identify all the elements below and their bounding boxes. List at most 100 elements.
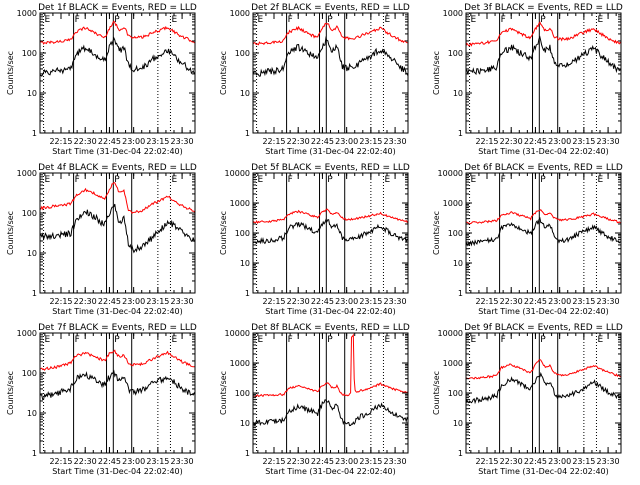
x-tick-label: 23:30 [171, 457, 194, 466]
x-tick-label: 22:45 [311, 137, 334, 146]
x-tick-label: 22:30 [500, 297, 523, 306]
detector-panel-7: Det 7f BLACK = Events, RED = LLD Counts/s… [6, 323, 197, 476]
x-tick-label: 22:45 [524, 137, 547, 146]
x-tick-label: 23:00 [335, 137, 358, 146]
x-axis-label: Start Time (31-Dec-04 22:02:40) [478, 467, 609, 476]
x-tick-label: 23:00 [548, 457, 571, 466]
y-tick-label: 1000 [443, 9, 463, 18]
y-tick-label: 1 [245, 449, 250, 458]
events-series-line [252, 399, 409, 427]
time-marker-label: E [471, 335, 477, 345]
y-tick-label: 1 [458, 289, 463, 298]
x-tick-label: 23:30 [597, 137, 620, 146]
time-marker-label: F [75, 15, 80, 25]
y-tick-label: 1000 [230, 199, 250, 208]
time-marker-label: E [258, 15, 264, 25]
x-tick-label: 22:45 [98, 457, 121, 466]
plot-frame [39, 332, 196, 454]
lld-series-line [465, 359, 622, 380]
x-axis-label: Start Time (31-Dec-04 22:02:40) [265, 307, 396, 316]
lld-series-line [39, 349, 195, 371]
plot-frame [39, 172, 196, 294]
x-tick-label: 22:15 [475, 137, 498, 146]
panel-title: Det 8f BLACK = Events, RED = LLD [251, 323, 410, 333]
panel-title: Det 6f BLACK = Events, RED = LLD [464, 163, 623, 173]
x-tick-label: 22:30 [287, 457, 310, 466]
y-tick-label: 1000 [443, 199, 463, 208]
time-marker-label: P [114, 15, 120, 25]
time-marker-label: P [540, 335, 546, 345]
y-tick-label: 10000 [225, 329, 250, 338]
y-tick-label: 10 [27, 89, 37, 98]
y-tick-label: 10 [240, 89, 250, 98]
x-tick-label: 23:15 [359, 137, 382, 146]
y-tick-label: 10 [453, 419, 463, 428]
y-tick-label: 1000 [230, 9, 250, 18]
y-tick-label: 10 [27, 409, 37, 418]
y-tick-label: 1 [32, 449, 37, 458]
x-tick-label: 22:30 [287, 297, 310, 306]
y-tick-label: 10 [27, 249, 37, 258]
detector-panel-1: Det 1f BLACK = Events, RED = LLD Counts/s… [6, 3, 197, 156]
x-tick-label: 23:15 [572, 297, 595, 306]
time-marker-label: P [327, 175, 333, 185]
y-tick-label: 10000 [438, 169, 463, 178]
x-axis-label: Start Time (31-Dec-04 22:02:40) [52, 147, 183, 156]
y-axis-label: Counts/sec [432, 51, 441, 95]
plot-frame [465, 172, 622, 294]
y-axis-label: Counts/sec [219, 371, 228, 415]
lld-series-line [39, 20, 196, 45]
x-tick-label: 22:30 [287, 137, 310, 146]
y-axis-label: Counts/sec [6, 51, 15, 95]
panel-title: Det 9f BLACK = Events, RED = LLD [464, 323, 623, 333]
x-tick-label: 22:15 [49, 457, 72, 466]
y-tick-label: 1000 [17, 169, 37, 178]
y-tick-label: 10 [453, 89, 463, 98]
x-tick-label: 23:00 [122, 137, 145, 146]
x-tick-label: 22:30 [500, 137, 523, 146]
lld-series-line [465, 21, 622, 47]
x-tick-label: 23:30 [384, 137, 407, 146]
time-marker-label: F [288, 175, 293, 185]
events-series-line [252, 218, 409, 245]
x-tick-label: 22:45 [524, 457, 547, 466]
x-axis-label: Start Time (31-Dec-04 22:02:40) [52, 307, 183, 316]
lld-series-line [252, 208, 409, 225]
events-series-line [465, 371, 622, 405]
time-marker-label: P [327, 335, 333, 345]
y-tick-label: 1000 [443, 359, 463, 368]
plot-frame [465, 332, 622, 454]
time-marker-label: E [384, 335, 390, 345]
time-marker-label: F [75, 335, 80, 345]
detector-panel-3: Det 3f BLACK = Events, RED = LLD Counts/s… [432, 3, 623, 156]
y-tick-label: 10000 [225, 169, 250, 178]
x-tick-label: 22:15 [262, 457, 285, 466]
panel-title: Det 3f BLACK = Events, RED = LLD [464, 3, 623, 13]
y-tick-label: 10000 [438, 329, 463, 338]
x-axis-label: Start Time (31-Dec-04 22:02:40) [265, 467, 396, 476]
events-series-line [465, 35, 622, 76]
time-marker-label: E [258, 335, 264, 345]
detector-panel-9: Det 9f BLACK = Events, RED = LLD Counts/s… [432, 323, 623, 476]
x-tick-label: 23:15 [359, 457, 382, 466]
x-axis-label: Start Time (31-Dec-04 22:02:40) [478, 147, 609, 156]
y-axis-label: Counts/sec [432, 211, 441, 255]
x-tick-label: 23:00 [122, 457, 145, 466]
time-marker-label: E [171, 15, 177, 25]
y-tick-label: 100 [22, 369, 37, 378]
x-tick-label: 22:30 [74, 137, 97, 146]
x-tick-label: 22:15 [49, 137, 72, 146]
time-marker-label: P [327, 15, 333, 25]
y-tick-label: 10 [240, 419, 250, 428]
y-tick-label: 10 [453, 259, 463, 268]
panel-title: Det 2f BLACK = Events, RED = LLD [251, 3, 410, 13]
y-axis-label: Counts/sec [219, 211, 228, 255]
panel-title: Det 4f BLACK = Events, RED = LLD [38, 163, 197, 173]
x-tick-label: 23:00 [548, 297, 571, 306]
y-tick-label: 1000 [230, 359, 250, 368]
x-tick-label: 23:30 [384, 457, 407, 466]
events-series-line [465, 216, 622, 247]
y-tick-label: 100 [448, 49, 463, 58]
plot-frame [252, 172, 409, 294]
